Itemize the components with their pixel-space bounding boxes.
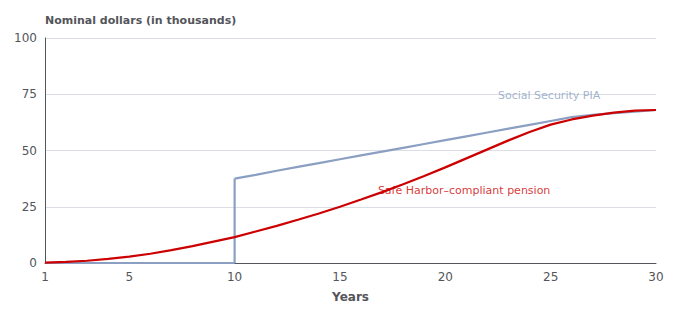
svg-text:20: 20 (438, 270, 453, 284)
svg-text:Social Security PIA: Social Security PIA (498, 89, 601, 102)
svg-text:100: 100 (14, 31, 37, 45)
svg-text:5: 5 (125, 270, 133, 284)
svg-text:30: 30 (648, 270, 663, 284)
svg-text:15: 15 (332, 270, 347, 284)
svg-text:Safe Harbor–compliant pension: Safe Harbor–compliant pension (378, 184, 550, 197)
svg-text:0: 0 (29, 256, 37, 270)
svg-text:75: 75 (22, 87, 37, 101)
svg-text:25: 25 (22, 200, 37, 214)
svg-text:Nominal dollars (in thousands): Nominal dollars (in thousands) (45, 14, 236, 27)
svg-text:10: 10 (227, 270, 242, 284)
svg-text:50: 50 (22, 144, 37, 158)
svg-text:25: 25 (543, 270, 558, 284)
svg-text:Years: Years (331, 290, 369, 304)
svg-text:1: 1 (41, 270, 49, 284)
